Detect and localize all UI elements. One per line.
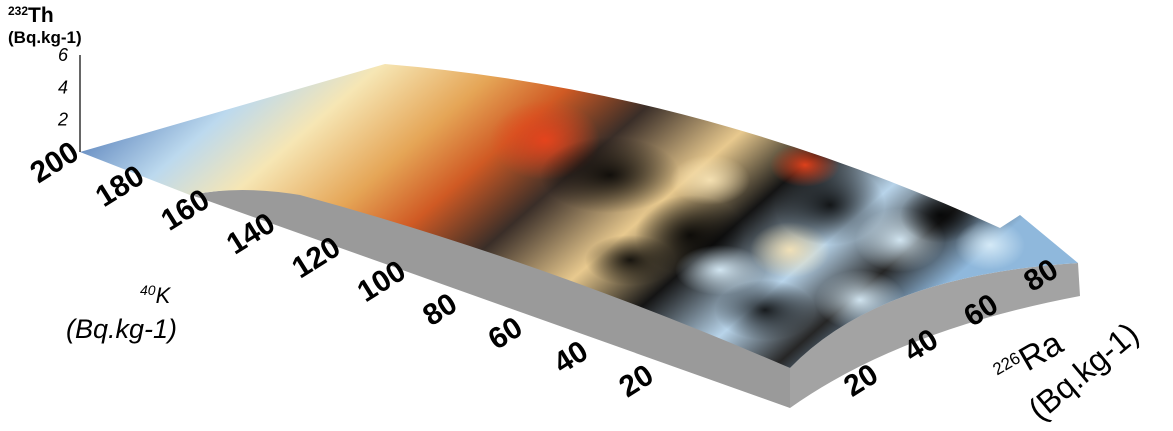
svg-text:232Th: 232Th [8,4,54,27]
z-tick-label: 4 [58,77,68,97]
k-tick-label: 40 [548,335,594,381]
surface-right-wall [790,263,1080,408]
z-axis-title: 232Th (Bq.kg-1) [8,4,82,47]
z-label-symbol: Th [28,4,54,27]
k-tick-label: 80 [417,287,463,333]
k-label-unit: (Bq.kg-1) [66,314,177,344]
k-tick-label: 60 [483,311,529,357]
k-tick-label: 200 [25,135,85,190]
surface-side-wall [190,188,790,408]
svg-text:40K: 40K [140,282,172,308]
k-label-symbol: K [156,283,172,308]
k-axis-title: 40K (Bq.kg-1) [66,282,177,344]
z-label-unit: (Bq.kg-1) [8,28,82,47]
surface-shading [490,100,1025,340]
ra-axis-title: 226Ra (Bq.kg-1) [990,315,1146,427]
z-tick-label: 2 [57,110,68,130]
k-label-isotope: 40 [140,282,156,298]
z-axis-ticks: 2 4 6 [57,45,69,130]
z-tick-label: 6 [58,45,69,65]
k-tick-label: 20 [614,358,660,404]
z-label-isotope: 232 [8,4,28,18]
